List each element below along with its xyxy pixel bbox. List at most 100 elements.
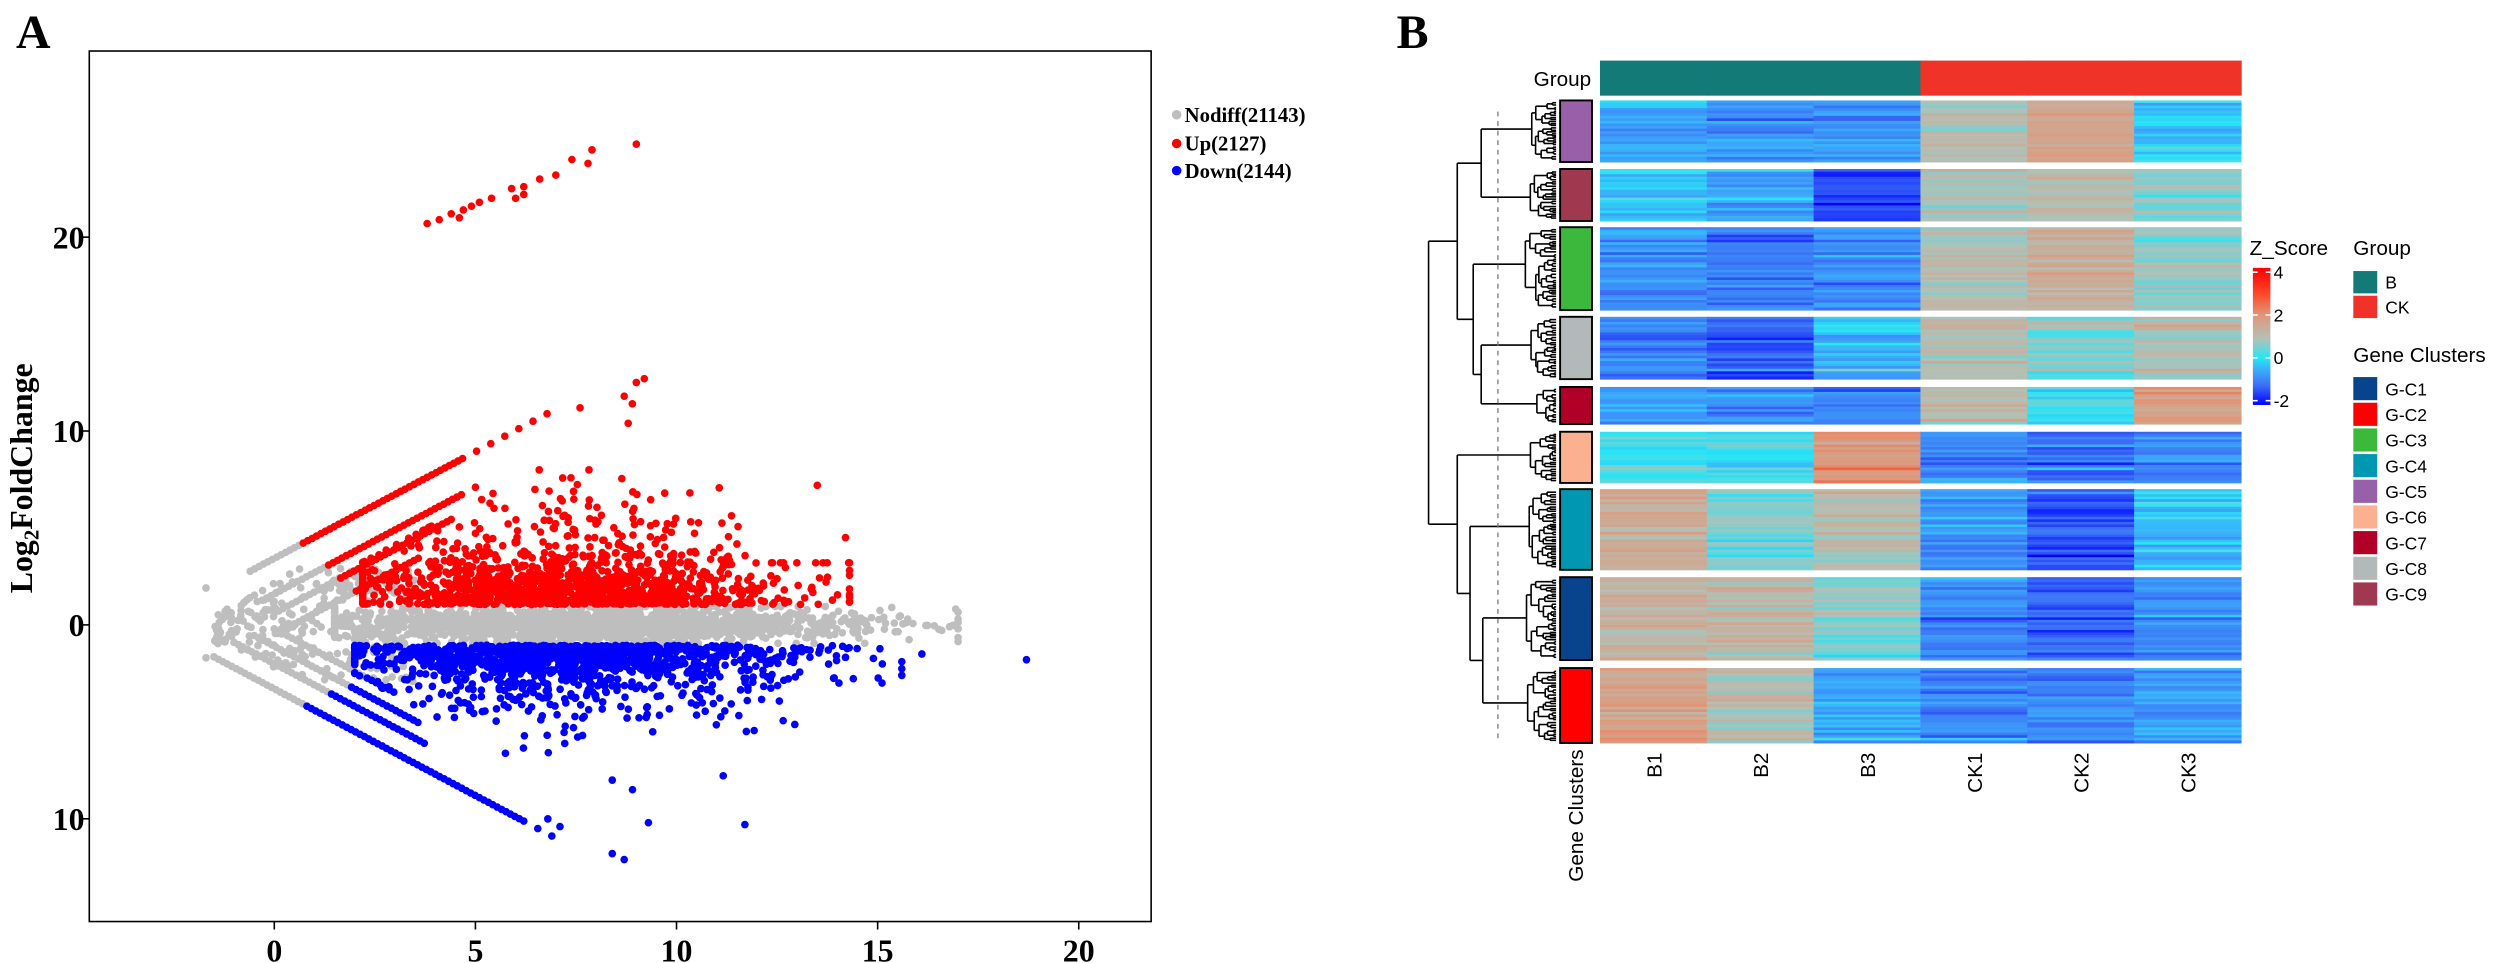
point-up: [529, 417, 537, 426]
point-up: [567, 474, 575, 482]
point-down: [510, 673, 519, 682]
point-down: [743, 696, 752, 705]
point-up: [823, 558, 831, 567]
point-up: [518, 561, 526, 570]
point-up: [405, 579, 413, 588]
point-down: [720, 707, 729, 715]
point-nodiff: [317, 623, 325, 631]
point-nodiff: [583, 610, 591, 618]
point-nodiff: [838, 628, 847, 637]
point-down: [623, 714, 631, 722]
point-up: [521, 548, 529, 556]
point-nodiff: [534, 611, 542, 619]
point-up: [387, 575, 395, 584]
point-nodiff: [202, 584, 210, 592]
point-nodiff: [450, 630, 459, 639]
point-up: [427, 562, 435, 571]
point-up: [569, 560, 578, 568]
point-up: [683, 558, 692, 566]
point-up: [475, 590, 483, 599]
point-up: [629, 531, 637, 539]
point-down: [405, 685, 413, 694]
point-down: [751, 662, 760, 670]
point-down: [370, 645, 378, 654]
point-nodiff: [403, 615, 411, 624]
point-up: [721, 557, 730, 565]
point-nodiff: [215, 618, 224, 627]
point-nodiff: [745, 615, 753, 624]
point-down: [477, 692, 486, 701]
point-up: [845, 571, 854, 580]
point-up: [586, 543, 594, 551]
point-up: [597, 511, 606, 520]
point-down: [528, 649, 537, 658]
point-down: [578, 731, 587, 740]
point-up: [486, 582, 494, 590]
point-down: [779, 716, 787, 725]
point-down: [745, 647, 753, 656]
point-up: [718, 519, 726, 527]
point-down: [520, 731, 529, 740]
point-up: [621, 500, 629, 508]
point-down: [640, 685, 649, 694]
point-down: [427, 646, 435, 655]
point-up: [370, 591, 378, 600]
point-down: [560, 739, 569, 748]
point-nodiff: [653, 612, 662, 621]
point-down: [716, 694, 724, 702]
point-nodiff: [903, 615, 912, 623]
point-nodiff: [823, 627, 831, 635]
point-up: [564, 576, 573, 585]
point-up: [474, 542, 483, 551]
point-nodiff: [728, 616, 736, 624]
point-up: [724, 570, 733, 578]
point-down: [495, 683, 504, 692]
point-nodiff: [345, 581, 354, 590]
point-up: [800, 594, 809, 602]
point-nodiff: [513, 606, 522, 615]
point-down: [420, 739, 429, 748]
point-down: [757, 695, 766, 704]
point-up: [612, 579, 620, 588]
point-nodiff: [699, 623, 707, 631]
point-up: [372, 576, 381, 585]
point-up: [400, 572, 409, 581]
point-up: [416, 578, 425, 586]
point-nodiff: [450, 614, 459, 622]
point-down: [434, 646, 442, 654]
point-up: [402, 588, 410, 597]
point-up: [506, 592, 515, 600]
point-up: [385, 600, 394, 609]
point-down: [430, 671, 438, 680]
point-up: [670, 577, 678, 585]
point-down: [462, 652, 471, 661]
point-nodiff: [734, 629, 743, 637]
point-nodiff: [734, 622, 743, 630]
point-down: [409, 643, 417, 652]
point-down: [692, 711, 701, 719]
point-up: [358, 576, 367, 585]
point-nodiff: [547, 633, 555, 641]
point-up: [367, 554, 375, 563]
point-nodiff: [366, 623, 375, 632]
point-nodiff: [668, 610, 676, 619]
point-up: [585, 569, 594, 578]
point-down: [824, 646, 833, 654]
point-down: [632, 684, 641, 692]
point-nodiff: [890, 619, 899, 627]
point-down: [543, 731, 552, 740]
point-down: [869, 654, 878, 663]
point-nodiff: [603, 616, 612, 625]
point-up: [474, 573, 483, 582]
point-nodiff: [216, 636, 225, 644]
point-down: [703, 685, 711, 694]
point-nodiff: [246, 608, 255, 617]
point-down: [501, 749, 510, 758]
point-up: [553, 579, 561, 588]
point-down: [405, 653, 414, 662]
point-nodiff: [278, 617, 286, 625]
point-nodiff: [485, 630, 493, 638]
point-nodiff: [705, 614, 714, 623]
point-up: [558, 497, 567, 505]
